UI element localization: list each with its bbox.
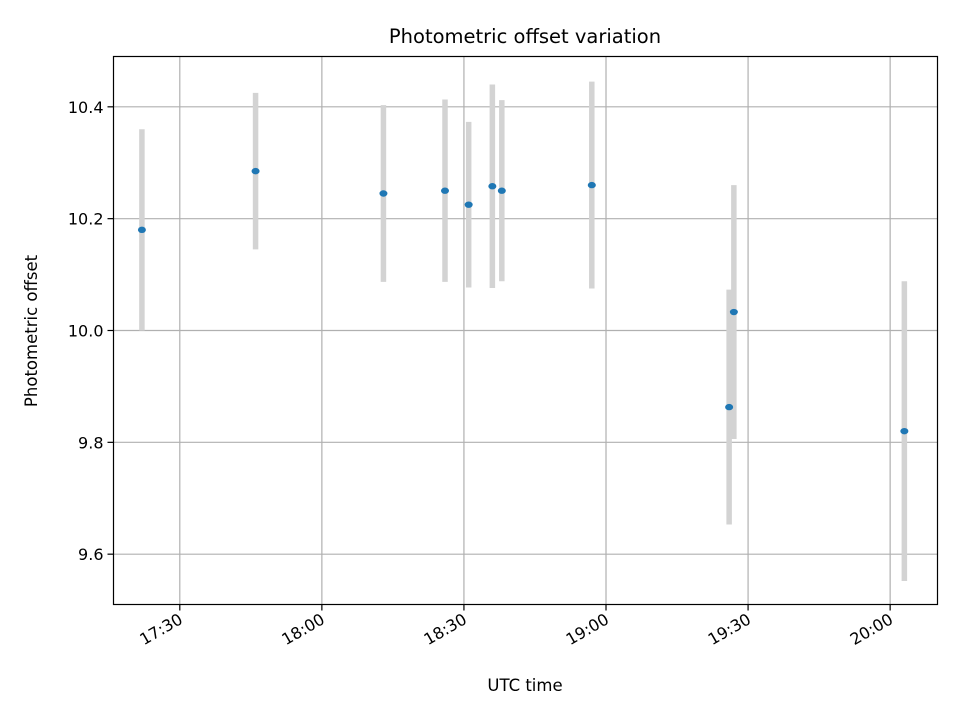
- grid: [113, 56, 938, 605]
- data-point: [729, 308, 738, 316]
- x-tick-label: 20:00: [847, 610, 896, 650]
- x-tick-label: 19:00: [563, 610, 612, 650]
- x-tick-label: 17:30: [136, 610, 185, 650]
- data-point: [251, 167, 260, 175]
- y-tick-label: 9.8: [78, 433, 103, 452]
- data-point: [488, 183, 497, 190]
- y-tick-label: 10.0: [68, 322, 104, 341]
- data-point: [464, 201, 473, 208]
- data-point: [379, 190, 388, 197]
- y-axis-title: Photometric offset: [22, 254, 41, 407]
- y-axis: 9.6 9.8 10.0 10.2 10.4: [68, 98, 114, 564]
- data-point: [725, 403, 734, 411]
- y-tick-label: 10.2: [68, 210, 104, 229]
- y-tick-label: 9.6: [78, 545, 103, 564]
- x-axis: 17:30 18:00 18:30 19:00 19:30 20:00: [136, 604, 896, 650]
- y-tick-label: 10.4: [68, 98, 104, 117]
- data-points: [137, 167, 909, 435]
- data-point: [440, 187, 449, 194]
- data-point: [587, 181, 596, 189]
- data-point: [900, 427, 909, 435]
- x-axis-title: UTC time: [487, 676, 562, 695]
- data-point: [137, 226, 146, 234]
- x-tick-label: 18:00: [278, 610, 327, 650]
- chart-title: Photometric offset variation: [389, 25, 661, 48]
- x-tick-label: 19:30: [705, 610, 754, 650]
- data-point: [497, 187, 506, 194]
- x-tick-label: 18:30: [421, 610, 470, 650]
